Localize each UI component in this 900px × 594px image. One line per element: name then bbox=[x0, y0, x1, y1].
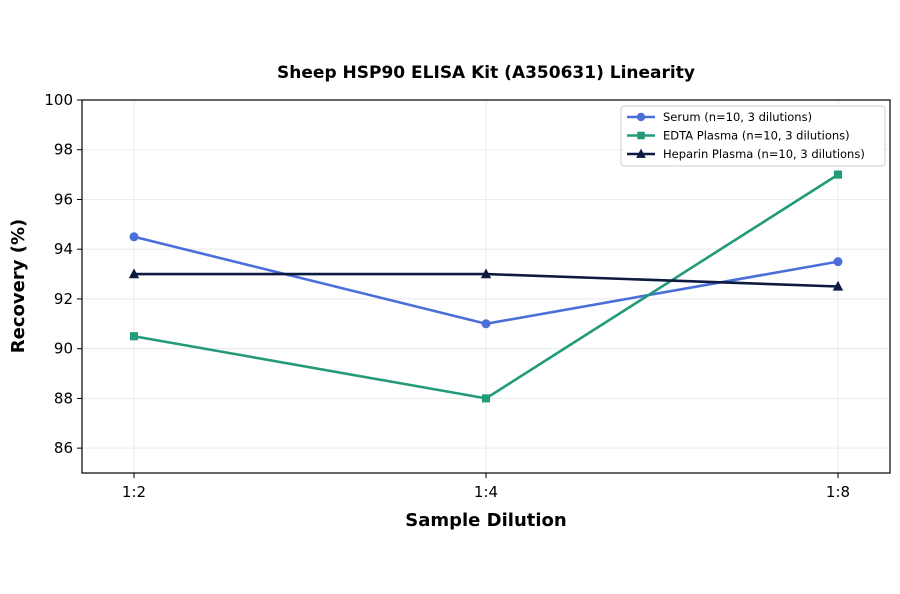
legend-marker bbox=[637, 131, 645, 140]
y-tick-label: 86 bbox=[54, 439, 73, 457]
legend-item: Heparin Plasma (n=10, 3 dilutions) bbox=[627, 147, 865, 161]
legend-label: EDTA Plasma (n=10, 3 dilutions) bbox=[663, 129, 850, 143]
series-3 bbox=[128, 268, 844, 291]
chart-title: Sheep HSP90 ELISA Kit (A350631) Linearit… bbox=[277, 63, 695, 83]
y-tick-label: 90 bbox=[54, 340, 73, 358]
y-tick-label: 100 bbox=[44, 91, 73, 109]
data-point bbox=[129, 232, 139, 242]
y-axis-ticks: 86 88 90 92 94 96 98 100 bbox=[44, 91, 82, 457]
data-point bbox=[832, 280, 844, 291]
legend: Serum (n=10, 3 dilutions) EDTA Plasma (n=… bbox=[620, 105, 886, 167]
x-tick-label: 1:4 bbox=[474, 483, 498, 501]
legend-box bbox=[620, 105, 886, 167]
legend-item: Serum (n=10, 3 dilutions) bbox=[627, 110, 812, 124]
series-layer bbox=[128, 170, 844, 403]
legend-marker bbox=[636, 112, 646, 122]
y-tick-label: 98 bbox=[54, 141, 73, 159]
x-axis-label: Sample Dilution bbox=[405, 510, 566, 531]
data-point bbox=[480, 268, 492, 279]
x-tick-label: 1:8 bbox=[826, 483, 850, 501]
data-point bbox=[833, 257, 843, 267]
data-point bbox=[481, 394, 491, 403]
series-2 bbox=[129, 170, 843, 403]
y-tick-label: 88 bbox=[54, 389, 73, 407]
data-point bbox=[129, 332, 139, 341]
legend-item: EDTA Plasma (n=10, 3 dilutions) bbox=[627, 129, 850, 143]
x-tick-label: 1:2 bbox=[122, 483, 146, 501]
y-tick-label: 96 bbox=[54, 190, 73, 208]
y-tick-label: 92 bbox=[54, 290, 73, 308]
data-point bbox=[128, 268, 140, 279]
legend-label: Serum (n=10, 3 dilutions) bbox=[663, 110, 812, 124]
y-axis-label: Recovery (%) bbox=[8, 219, 29, 353]
data-point bbox=[481, 319, 491, 329]
x-axis-ticks: 1:2 1:4 1:8 bbox=[122, 473, 850, 501]
legend-marker bbox=[636, 148, 646, 158]
legend-label: Heparin Plasma (n=10, 3 dilutions) bbox=[663, 147, 865, 161]
data-point bbox=[833, 170, 843, 179]
y-tick-label: 94 bbox=[54, 240, 73, 258]
